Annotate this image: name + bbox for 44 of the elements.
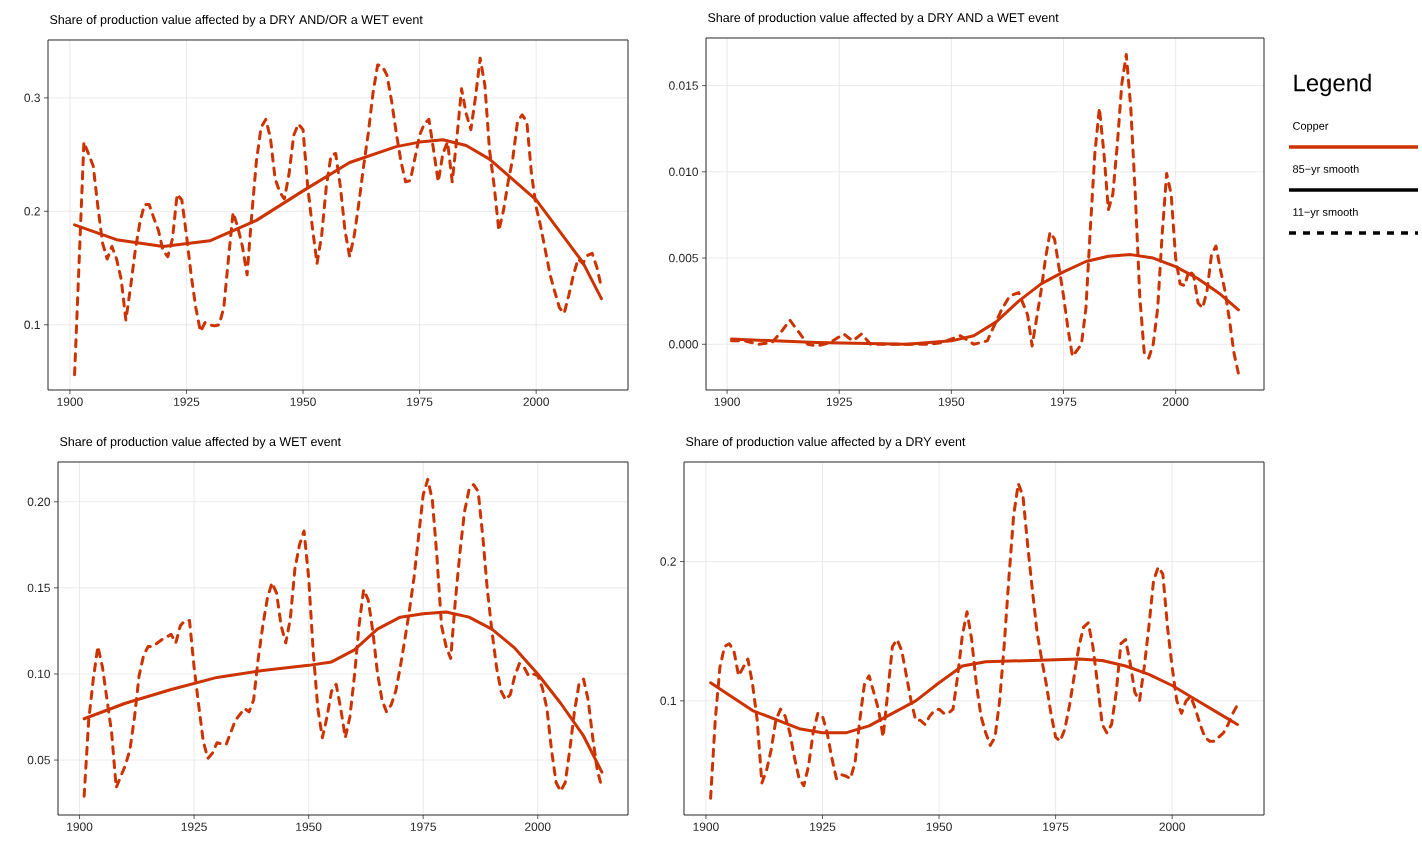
x-tick-label: 1950 [938,397,965,406]
x-tick-label: 2000 [523,397,549,406]
chart-title: Share of production value affected by a DRY AND/OR a WET event [50,14,423,27]
x-tick-label: 1975 [1043,822,1069,831]
x-tick-label: 1950 [290,397,316,406]
chart-title: Share of production value affected by a WET event [60,436,341,449]
y-tick-label: 0.2 [660,557,676,566]
x-tick-label: 1900 [714,397,740,406]
legend-title: Legend [1294,73,1371,97]
x-tick-label: 1950 [296,822,322,831]
x-tick-label: 2000 [1159,822,1185,831]
text: 11−yr smooth [1293,207,1358,219]
chart-title: Share of production value affected by a DRY AND a WET event [708,12,1059,25]
y-tick-label: 0.1 [660,696,676,706]
x-tick-label: 2000 [525,822,551,831]
line-series [709,482,1239,800]
x-tick-label: 1925 [810,822,836,831]
x-tick-label: 2000 [1162,397,1189,406]
line-series [82,477,604,798]
x-tick-label: 1900 [57,397,83,406]
x-tick-label: 1975 [410,822,436,831]
y-tick-label: 0.005 [669,253,698,263]
x-tick-label: 1975 [1051,397,1077,406]
y-tick-label: 0.1 [24,320,40,329]
x-tick-label: 1975 [407,397,433,406]
x-tick-label: 1950 [926,822,952,831]
y-tick-label: 0.2 [24,207,40,216]
y-tick-label: 0.20 [27,497,51,506]
y-tick-label: 0.000 [669,340,699,349]
x-tick-label: 1900 [67,822,93,831]
y-tick-label: 0.015 [669,81,698,90]
chart-title: Share of production value affected by a DRY event [686,436,966,449]
text: 85−yr smooth [1293,164,1359,176]
x-tick-label: 1900 [693,822,719,831]
x-tick-label: 1925 [174,397,200,406]
y-tick-label: 0.3 [24,93,40,103]
y-tick-label: 0.10 [27,669,51,679]
x-tick-label: 1925 [181,822,207,831]
line-series [73,56,603,377]
y-tick-label: 0.15 [27,583,50,593]
y-tick-label: 0.010 [669,167,699,177]
x-tick-label: 1925 [826,397,853,406]
text: Copper [1293,122,1329,132]
y-tick-label: 0.05 [27,755,50,765]
